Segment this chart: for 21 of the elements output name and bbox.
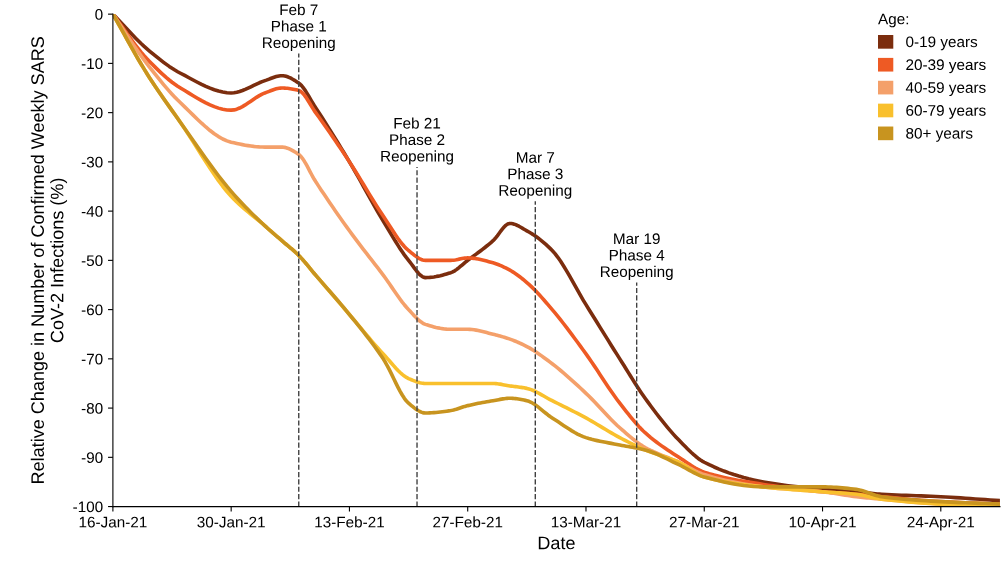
y-axis-title: Relative Change in Number of Confirmed Weekly SARS CoV-2 Infections (%) [30, 37, 68, 483]
y-tick-label: -70 [81, 353, 103, 365]
y-tick-label: -30 [81, 156, 103, 168]
x-tick-label: 27-Feb-21 [433, 516, 503, 528]
x-tick-label: 24-Apr-21 [907, 516, 975, 531]
y-tick-label: -10 [81, 58, 103, 70]
x-tick-label: 13-Feb-21 [315, 516, 384, 528]
x-tick-label: 30-Jan-21 [197, 516, 265, 528]
x-tick-label: 13-Mar-21 [551, 516, 621, 528]
x-tick-label: 16-Jan-21 [79, 516, 147, 528]
y-tick-label: -60 [81, 304, 103, 316]
x-tick-label: 10-Apr-21 [789, 516, 856, 531]
y-tick-label: -40 [81, 205, 103, 217]
y-tick-label: -50 [81, 255, 103, 267]
y-tick-label: -20 [81, 107, 103, 119]
x-tick-label: 27-Mar-21 [669, 516, 739, 528]
x-axis-title: Date [538, 536, 575, 550]
y-tick-label: -100 [73, 501, 103, 513]
y-tick-label: 0 [95, 9, 103, 20]
y-tick-label: -90 [81, 452, 103, 464]
y-tick-label: -80 [81, 402, 103, 414]
